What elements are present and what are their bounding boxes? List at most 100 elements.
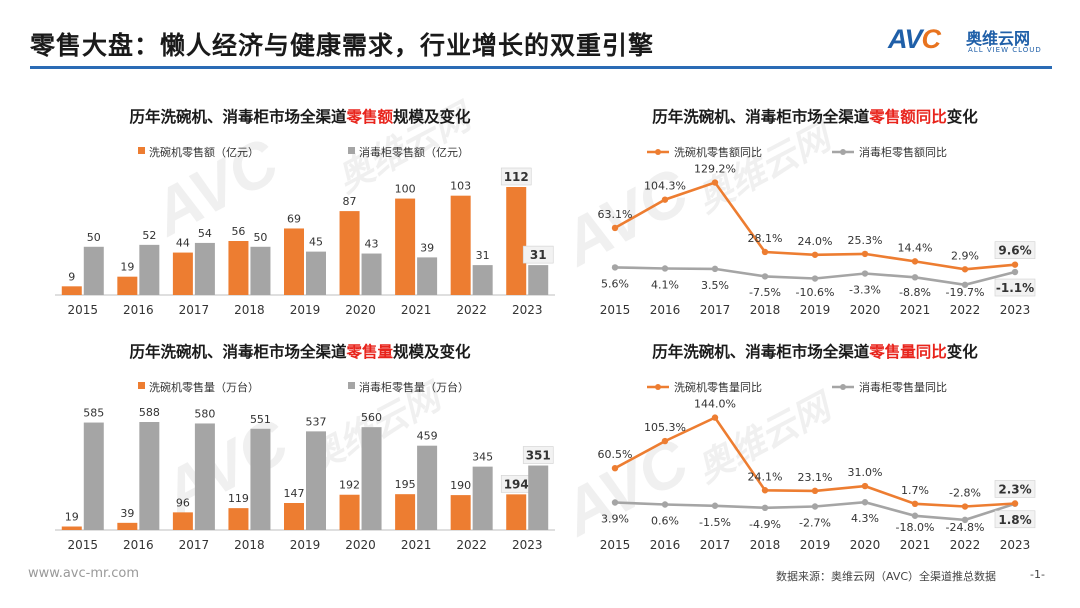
logo-mark-av: AV xyxy=(888,24,923,54)
bar-series-2 xyxy=(250,428,271,530)
bar-series-2 xyxy=(194,423,215,530)
logo-english-name: ALL VIEW CLOUD xyxy=(968,46,1042,54)
legend-swatch xyxy=(138,382,145,389)
line-point-series-1 xyxy=(1011,261,1019,268)
highlight-label-box xyxy=(500,167,532,186)
highlight-label-box xyxy=(522,446,554,464)
x-tick-label: 2020 xyxy=(345,303,376,317)
logo-chinese-name: 奥维云网 xyxy=(966,29,1031,48)
bar-value-label: 119 xyxy=(228,492,249,505)
legend-label: 消毒柜零售额（亿元） xyxy=(359,145,469,159)
bar-value-label: 195 xyxy=(395,478,416,491)
bar-series-1 xyxy=(450,495,471,530)
bar-series-2 xyxy=(472,466,493,530)
legend-label: 洗碗机零售量（万台） xyxy=(149,380,259,394)
line-point-series-2 xyxy=(811,503,819,510)
x-tick-label: 2017 xyxy=(700,303,731,317)
line-value-label: 104.3% xyxy=(644,180,686,193)
highlight-label-box xyxy=(994,510,1036,529)
bar-series-2 xyxy=(472,265,493,295)
line-value-label: -2.7% xyxy=(799,516,831,529)
bar-series-2 xyxy=(139,244,160,295)
line-value-label: -1.5% xyxy=(699,516,731,529)
x-tick-label: 2019 xyxy=(800,303,831,317)
bar-value-label: 194 xyxy=(504,477,529,491)
bar-series-2 xyxy=(361,427,382,530)
footer-website: www.avc-mr.com xyxy=(28,566,140,581)
x-tick-label: 2020 xyxy=(345,538,376,552)
bar-series-2 xyxy=(528,465,549,530)
bar-series-1 xyxy=(172,512,193,530)
bar-value-label: 190 xyxy=(450,479,471,492)
bar-value-label: 39 xyxy=(420,241,434,254)
bar-value-label: 43 xyxy=(365,238,379,251)
chart-title-post: 规模及变化 xyxy=(393,342,471,361)
x-tick-label: 2020 xyxy=(850,538,881,552)
bar-value-label: 345 xyxy=(472,451,493,464)
line-point-series-1 xyxy=(761,487,769,494)
bar-series-1 xyxy=(228,508,249,530)
line-value-label: -10.6% xyxy=(796,286,835,299)
bar-value-label: 96 xyxy=(176,496,190,509)
x-tick-label: 2018 xyxy=(750,303,781,317)
logo-mark: AVC xyxy=(888,24,941,55)
bar-series-1 xyxy=(228,241,249,295)
line-point-series-2 xyxy=(961,281,969,288)
legend-swatch xyxy=(348,147,355,154)
legend-swatch xyxy=(348,382,355,389)
line-value-label: 105.3% xyxy=(644,421,686,434)
line-value-label: 28.1% xyxy=(748,232,783,245)
line-value-label: 31.0% xyxy=(848,466,883,479)
bar-value-label: 31 xyxy=(476,249,490,262)
line-point-series-1 xyxy=(961,266,969,273)
bar-series-1 xyxy=(117,522,138,530)
x-tick-label: 2018 xyxy=(750,538,781,552)
line-value-label: 129.2% xyxy=(694,163,736,176)
line-point-series-2 xyxy=(761,273,769,280)
bar-series-2 xyxy=(83,422,104,530)
bar-value-label: 45 xyxy=(309,236,323,249)
line-point-series-1 xyxy=(911,500,919,508)
line-point-series-1 xyxy=(961,503,969,510)
line-point-series-1 xyxy=(811,487,819,495)
highlight-label-box xyxy=(994,241,1036,259)
x-tick-label: 2023 xyxy=(1000,538,1031,552)
x-tick-label: 2017 xyxy=(700,538,731,552)
bar-series-2 xyxy=(417,257,438,295)
line-value-label: -2.8% xyxy=(949,487,981,500)
line-point-series-2 xyxy=(711,502,719,509)
legend-marker xyxy=(840,384,846,390)
line-point-series-2 xyxy=(911,274,919,281)
bar-value-label: 537 xyxy=(306,415,327,428)
line-point-series-2 xyxy=(961,516,969,524)
title-divider xyxy=(30,66,1052,69)
bar-value-label: 551 xyxy=(250,413,271,426)
line-value-label: 3.5% xyxy=(701,279,729,292)
x-tick-label: 2015 xyxy=(68,538,99,552)
line-value-label: -8.8% xyxy=(899,286,931,299)
x-tick-label: 2022 xyxy=(456,538,487,552)
bar-value-label: 459 xyxy=(417,430,438,443)
x-tick-label: 2019 xyxy=(290,538,321,552)
line-point-series-2 xyxy=(611,264,619,271)
bar-series-2 xyxy=(528,265,549,295)
bar-series-2 xyxy=(417,445,438,530)
line-point-series-1 xyxy=(861,482,869,490)
legend-marker xyxy=(655,149,661,155)
legend-marker xyxy=(655,384,661,390)
bar-value-label: 50 xyxy=(253,231,267,244)
chart-title: 历年洗碗机、消毒柜市场全渠道零售量同比变化 xyxy=(652,342,978,361)
bar-value-label: 100 xyxy=(395,183,416,196)
bar-value-label: 9 xyxy=(68,270,75,283)
line-point-series-2 xyxy=(611,499,619,506)
x-tick-label: 2021 xyxy=(401,303,432,317)
line-value-label: 24.1% xyxy=(748,470,783,483)
x-tick-label: 2018 xyxy=(234,538,265,552)
x-tick-label: 2017 xyxy=(179,538,210,552)
line-value-label: 1.7% xyxy=(901,484,929,497)
line-value-label: -4.9% xyxy=(749,518,781,531)
page-number: -1- xyxy=(1030,568,1045,581)
bar-value-label: 112 xyxy=(504,170,529,184)
bar-value-label: 19 xyxy=(120,261,134,274)
